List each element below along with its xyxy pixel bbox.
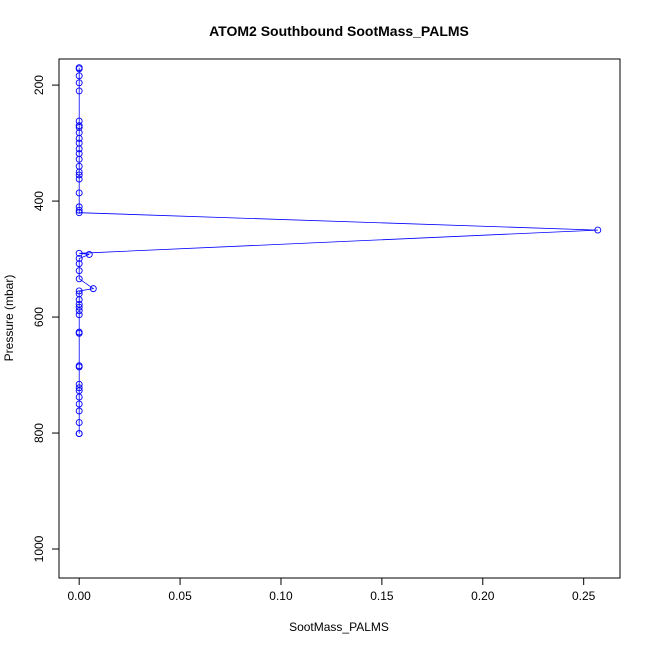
y-tick-label: 1000 — [32, 535, 46, 562]
data-point — [75, 260, 83, 268]
data-point — [594, 226, 602, 234]
x-axis: 0.00 0.05 0.10 0.15 0.20 0.25 — [68, 577, 596, 603]
data-point — [75, 384, 83, 392]
data-point — [75, 64, 83, 72]
data-point — [75, 117, 83, 125]
data-point — [89, 285, 97, 293]
data-point — [75, 419, 83, 427]
series-layer — [75, 64, 602, 438]
data-point — [75, 139, 83, 147]
data-point — [75, 175, 83, 183]
y-axis-label: Pressure (mbar) — [2, 275, 16, 362]
data-point — [75, 206, 83, 214]
x-tick-label: 0.05 — [168, 589, 192, 603]
data-point — [75, 72, 83, 80]
data-point — [75, 275, 83, 283]
data-point — [75, 290, 83, 298]
data-point — [75, 303, 83, 311]
data-point — [75, 407, 83, 415]
series-line — [78, 67, 598, 434]
data-point — [75, 122, 83, 130]
data-point — [75, 300, 83, 308]
data-point — [75, 362, 83, 370]
x-tick-label: 0.00 — [68, 589, 92, 603]
y-tick-label: 600 — [32, 307, 46, 327]
x-tick-label: 0.25 — [572, 589, 596, 603]
data-point — [75, 311, 83, 319]
y-tick-label: 800 — [32, 423, 46, 443]
x-tick-label: 0.15 — [370, 589, 394, 603]
x-tick-label: 0.20 — [471, 589, 495, 603]
data-point — [75, 328, 83, 336]
plot-frame — [58, 58, 621, 579]
data-point — [75, 380, 83, 388]
data-point — [75, 79, 83, 87]
y-tick-label: 200 — [32, 75, 46, 95]
data-point — [75, 203, 83, 211]
data-point — [75, 255, 83, 262]
data-point — [75, 150, 83, 157]
data-point — [75, 87, 83, 95]
y-axis: 200 400 600 800 1000 — [32, 75, 60, 562]
y-tick-label: 400 — [32, 191, 46, 211]
x-tick-label: 0.10 — [269, 589, 293, 603]
x-axis-label: SootMass_PALMS — [289, 620, 389, 634]
data-point — [75, 162, 83, 170]
data-point — [75, 400, 83, 408]
data-point — [75, 287, 83, 295]
data-point — [75, 249, 83, 257]
data-point — [75, 430, 83, 438]
data-point — [75, 189, 83, 197]
data-point — [75, 129, 83, 137]
data-point — [85, 250, 93, 258]
data-point — [75, 171, 83, 179]
chart-title: ATOM2 Southbound SootMass_PALMS — [209, 23, 469, 39]
data-point — [75, 267, 83, 275]
